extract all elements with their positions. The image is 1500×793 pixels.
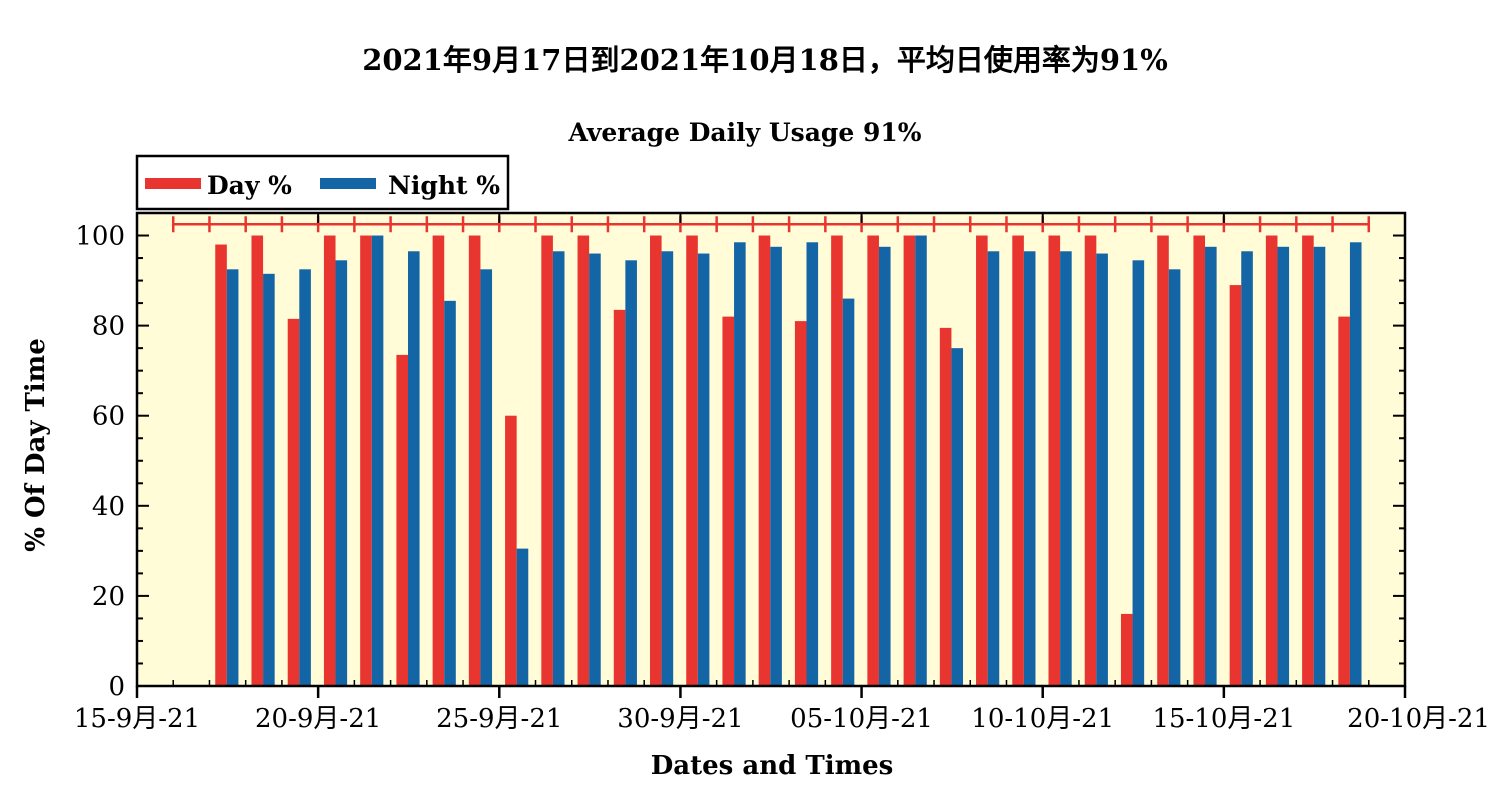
y-tick-label: 80 — [92, 312, 125, 342]
y-tick-label: 60 — [92, 402, 125, 432]
bar-day — [287, 318, 300, 686]
x-tick-label: 30-9月-21 — [617, 704, 743, 734]
bar-day — [1048, 235, 1061, 686]
bar-night — [1313, 246, 1326, 687]
bar-day — [577, 235, 590, 686]
x-tick-label: 10-10月-21 — [971, 704, 1114, 734]
bar-night — [915, 235, 927, 686]
bar-day — [1302, 235, 1314, 686]
bar-day — [1012, 235, 1024, 686]
bar-night — [1168, 269, 1181, 686]
bar-night — [1205, 246, 1217, 687]
x-tick-label: 25-9月-21 — [436, 704, 562, 734]
bar-day — [1157, 235, 1169, 686]
y-tick-label: 0 — [108, 672, 125, 702]
bar-day — [541, 235, 553, 686]
bar-day — [613, 309, 626, 686]
bar-day — [432, 235, 445, 686]
bar-day — [1265, 235, 1278, 686]
y-tick-label: 40 — [92, 492, 125, 522]
bar-night — [806, 242, 819, 686]
bar-day — [215, 244, 227, 686]
axes: 0 20 40 60 80 100 15-9月-21 20-9月-21 25-9月-21 30-9… — [74, 212, 1490, 734]
bar-night — [371, 235, 384, 686]
y-tick-label: 100 — [75, 222, 125, 252]
x-tick-label: 20-10月-21 — [1347, 704, 1490, 734]
x-axis-label: Dates and Times — [651, 751, 894, 781]
bar-night — [951, 348, 964, 686]
bar-night — [878, 246, 891, 687]
bar-night — [516, 548, 529, 686]
plot-frame — [135, 211, 1407, 688]
bar-night — [444, 300, 456, 686]
bar-night — [263, 273, 275, 686]
bar-night — [299, 269, 311, 686]
bar-night — [480, 269, 493, 686]
legend-label-night: Night % — [388, 171, 500, 200]
bar-night — [625, 260, 637, 686]
bar-night — [1349, 242, 1362, 686]
legend-swatch-night — [320, 178, 376, 189]
bar-night — [1132, 260, 1145, 686]
bar-day — [867, 235, 879, 686]
bar-day — [1338, 316, 1350, 686]
bar-night — [226, 269, 239, 686]
y-tick-label: 20 — [92, 582, 125, 612]
bar-night — [1060, 251, 1072, 687]
x-tick-label: 15-10月-21 — [1152, 704, 1295, 734]
bar-day — [722, 316, 735, 686]
chart-subtitle: Average Daily Usage 91% — [567, 118, 921, 147]
bar-night — [407, 251, 420, 687]
bar-day — [360, 235, 372, 686]
bar-night — [734, 242, 746, 686]
bar-day — [903, 235, 916, 686]
bar-night — [987, 251, 1000, 687]
bar-day — [831, 235, 843, 686]
bar-day — [1229, 285, 1242, 686]
bar-night — [1096, 253, 1108, 687]
legend-label-day: Day % — [207, 171, 292, 200]
bar-day — [251, 235, 264, 686]
bar-day — [1120, 613, 1133, 686]
bar-night — [697, 253, 710, 687]
x-tick-label: 20-9月-21 — [255, 704, 381, 734]
legend: Day % Night % — [135, 154, 510, 211]
y-axis-label: % Of Day Time — [21, 338, 51, 551]
bar-day — [1193, 235, 1206, 686]
bar-night — [770, 246, 782, 687]
bar-day — [505, 415, 517, 686]
bar-day — [323, 235, 336, 686]
bar-day — [1084, 235, 1097, 686]
bar-day — [686, 235, 698, 686]
bar-night — [842, 298, 855, 686]
bar-night — [552, 251, 565, 687]
bar-night — [1023, 251, 1036, 687]
bar-day — [794, 321, 807, 686]
bar-night — [1241, 251, 1253, 687]
legend-swatch-day — [145, 178, 201, 189]
bar-day — [468, 235, 481, 686]
bar-night — [661, 251, 674, 687]
bar-day — [976, 235, 988, 686]
bar-day — [650, 235, 662, 686]
bar-day — [939, 327, 952, 686]
chart-title: 2021年9月17日到2021年10月18日，平均日使用率为91% — [362, 43, 1168, 77]
bar-night — [589, 253, 601, 687]
x-tick-label: 05-10月-21 — [790, 704, 933, 734]
x-tick-label: 15-9月-21 — [74, 704, 200, 734]
bars — [215, 235, 1362, 687]
bar-night — [335, 260, 348, 686]
bar-day — [396, 354, 408, 686]
bar-day — [758, 235, 771, 686]
bar-night — [1277, 246, 1290, 687]
